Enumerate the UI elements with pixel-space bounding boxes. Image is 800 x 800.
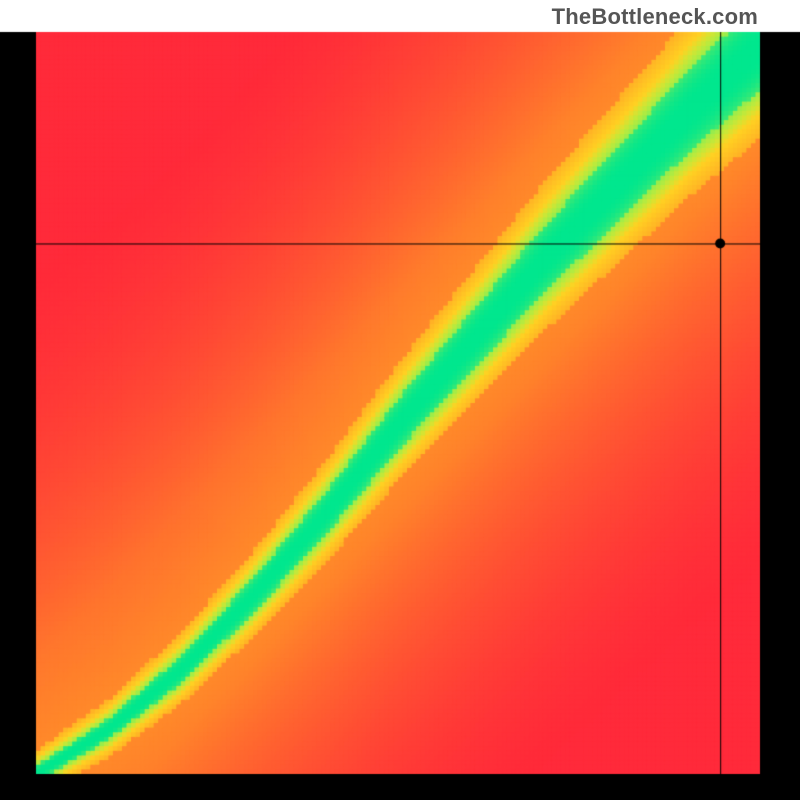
bottleneck-heatmap	[0, 0, 800, 800]
watermark-text: TheBottleneck.com	[552, 4, 758, 30]
